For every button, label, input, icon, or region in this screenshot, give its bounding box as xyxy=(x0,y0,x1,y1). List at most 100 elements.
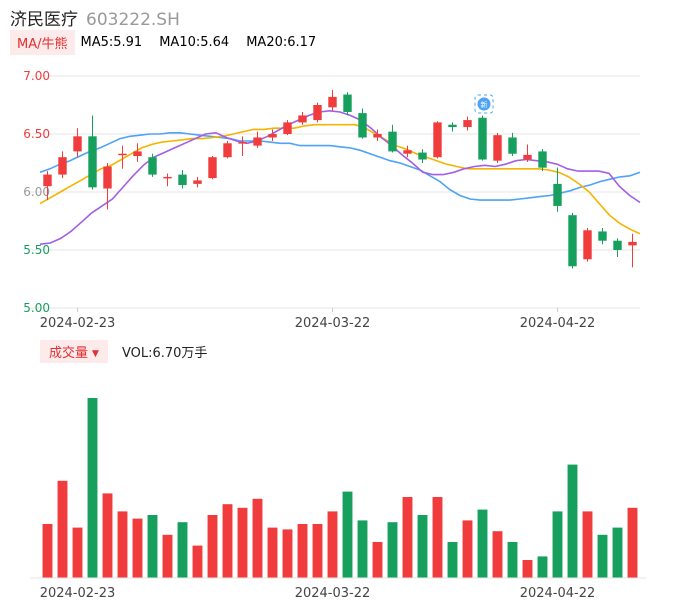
stock-title: 济民医疗 603222.SH xyxy=(10,5,180,30)
caret-down-icon: ▼ xyxy=(92,348,99,359)
volume-bar xyxy=(432,497,443,578)
candlestick xyxy=(493,132,502,163)
candlestick xyxy=(103,163,112,210)
candle-body xyxy=(73,136,82,152)
volume-indicator-label: 成交量 xyxy=(49,345,89,361)
volume-bar xyxy=(222,504,233,578)
candle-body xyxy=(433,122,442,158)
volume-bar xyxy=(57,480,68,578)
candlestick xyxy=(448,122,457,132)
candle-body xyxy=(268,134,277,138)
candle-body xyxy=(283,122,292,134)
volume-bar xyxy=(312,524,323,578)
candlestick xyxy=(298,111,307,125)
candle-body xyxy=(148,157,157,175)
candlestick xyxy=(523,144,532,162)
candlestick xyxy=(508,132,517,157)
volume-bar xyxy=(597,534,608,578)
volume-bar xyxy=(237,507,248,578)
price-tick-label: 5.00 xyxy=(23,301,50,315)
volume-date-axis: 2024-02-23 2024-03-22 2024-04-22 xyxy=(40,586,596,601)
candle-body xyxy=(493,135,502,161)
volume-bar xyxy=(612,527,623,578)
price-date-label: 2024-04-22 xyxy=(520,316,596,331)
candle-body xyxy=(223,143,232,158)
candlestick xyxy=(313,102,322,123)
candle-body xyxy=(388,131,397,152)
ma-legend: MA/牛熊 MA5:5.91 MA10:5.64 MA20:6.17 xyxy=(10,29,333,55)
volume-bars xyxy=(42,398,638,578)
candlestick xyxy=(553,167,562,212)
candle-body xyxy=(103,166,112,189)
candle-body xyxy=(598,231,607,241)
candlestick xyxy=(598,227,607,245)
candle-body xyxy=(538,151,547,168)
news-badge[interactable]: 新 xyxy=(474,94,494,114)
candle-body xyxy=(253,137,262,146)
candlestick xyxy=(478,115,487,161)
candlestick xyxy=(238,136,247,157)
price-gridlines xyxy=(30,75,640,309)
price-date-label: 2024-02-23 xyxy=(40,316,116,331)
candlestick xyxy=(163,173,172,187)
volume-bar xyxy=(42,524,53,578)
candle-body xyxy=(373,134,382,138)
candlestick xyxy=(628,233,637,268)
volume-bar xyxy=(627,507,638,578)
moving-average-lines xyxy=(39,109,641,245)
candle-body xyxy=(418,152,427,160)
candlestick xyxy=(538,149,547,172)
volume-bar xyxy=(252,498,263,578)
candlestick xyxy=(568,212,577,269)
candle-body xyxy=(88,136,97,188)
volume-bar xyxy=(372,542,383,578)
ma5-line xyxy=(39,109,641,245)
volume-date-label: 2024-03-22 xyxy=(295,586,371,601)
candlestick xyxy=(343,92,352,116)
price-tick-label: 5.50 xyxy=(23,243,50,257)
volume-bar xyxy=(567,464,578,578)
volume-bar xyxy=(132,518,143,578)
volume-bar xyxy=(162,534,173,578)
volume-bar xyxy=(462,520,473,578)
price-tick-label: 6.50 xyxy=(23,127,50,141)
volume-bar xyxy=(417,515,428,578)
candle-body xyxy=(628,241,637,246)
candlestick xyxy=(268,129,277,141)
volume-date-label: 2024-04-22 xyxy=(520,586,596,601)
volume-bar xyxy=(102,493,113,578)
candlestick xyxy=(88,115,97,190)
candlestick xyxy=(418,149,427,163)
candlestick xyxy=(58,151,67,179)
candlestick xyxy=(253,131,262,148)
volume-bar xyxy=(492,531,503,578)
volume-bar xyxy=(87,398,98,578)
volume-bar xyxy=(552,511,563,578)
volume-bar xyxy=(582,511,593,578)
candlestick xyxy=(583,227,592,262)
candle-body xyxy=(583,230,592,260)
volume-indicator-tab[interactable]: 成交量 ▼ xyxy=(40,339,108,363)
candle-body xyxy=(163,176,172,179)
volume-bar xyxy=(402,497,413,578)
candle-body xyxy=(553,183,562,206)
price-tick-label: 6.00 xyxy=(23,185,50,199)
candle-body xyxy=(313,105,322,121)
volume-bar xyxy=(357,520,368,578)
candlestick xyxy=(373,129,382,141)
ma20-label: MA20:6.17 xyxy=(246,34,317,50)
stock-code: 603222.SH xyxy=(86,10,180,30)
candlestick xyxy=(43,171,52,201)
ma-indicator-tab[interactable]: MA/牛熊 xyxy=(10,29,75,55)
candle-body xyxy=(613,240,622,250)
volume-bar xyxy=(327,511,338,578)
ma5-label: MA5:5.91 xyxy=(80,34,143,50)
volume-value: VOL:6.70万手 xyxy=(121,345,208,361)
candle-body xyxy=(478,117,487,160)
volume-bar xyxy=(522,560,533,578)
price-date-axis: 2024-02-23 2024-03-22 2024-04-22 xyxy=(40,308,596,331)
candlestick xyxy=(403,145,412,158)
candle-body xyxy=(508,137,517,154)
candlestick xyxy=(463,116,472,131)
